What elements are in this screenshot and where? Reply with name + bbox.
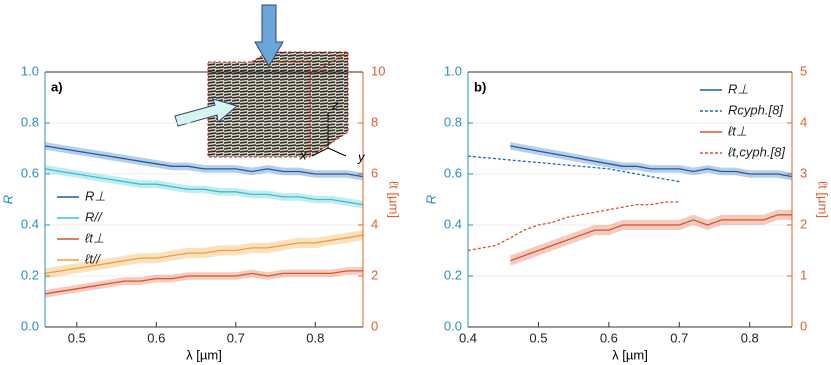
y-tick-label: 0.8	[444, 114, 462, 129]
y-axis-label: R	[0, 195, 15, 204]
error-band	[510, 209, 792, 266]
axis-annotation: z	[331, 97, 339, 112]
y2-tick-label: 0	[371, 318, 378, 333]
y-tick-label: 0.2	[444, 267, 462, 282]
y-tick-label: 0.0	[444, 318, 462, 333]
y2-tick-label: 1	[800, 267, 807, 282]
error-band	[45, 165, 363, 209]
panel-label: a)	[51, 79, 63, 94]
y-tick-label: 0.4	[444, 216, 462, 231]
axis-annotation: y	[357, 149, 366, 164]
legend-label: ℓt⊥	[85, 230, 104, 245]
y2-tick-label: 2	[800, 216, 807, 231]
legend-label: ℓt//	[85, 251, 101, 266]
sample-illustration	[174, 4, 350, 158]
y2-tick-label: 4	[371, 216, 378, 231]
y2-tick-label: 6	[371, 165, 378, 180]
x-tick-label: 0.7	[670, 330, 688, 345]
error-band	[45, 267, 363, 298]
x-tick-label: 0.5	[68, 330, 86, 345]
y-tick-label: 0.4	[21, 216, 39, 231]
y2-tick-label: 8	[371, 114, 378, 129]
line	[44, 270, 363, 295]
y2-tick-label: 2	[371, 267, 378, 282]
y2-tick-label: 5	[800, 63, 807, 78]
x-tick-label: 0.6	[600, 330, 618, 345]
x-axis-label: λ [µm]	[612, 347, 648, 362]
axis-annotation: x	[299, 147, 307, 162]
y2-axis-label: ℓt [µm]	[816, 181, 831, 218]
y-tick-label: 0.6	[21, 165, 39, 180]
x-tick-label: 0.8	[306, 330, 324, 345]
y2-tick-label: 4	[800, 114, 807, 129]
line	[44, 234, 364, 275]
x-tick-label: 0.4	[459, 330, 477, 345]
y-tick-label: 1.0	[21, 63, 39, 78]
y2-tick-label: 10	[371, 63, 385, 78]
x-tick-label: 0.5	[529, 330, 547, 345]
line	[467, 155, 680, 183]
x-tick-label: 0.6	[147, 330, 165, 345]
x-axis-label: λ [µm]	[186, 347, 222, 362]
legend-label: R⊥	[85, 188, 106, 203]
legend-label: Rcyph.[8]	[728, 102, 783, 117]
y2-tick-label: 0	[800, 318, 807, 333]
panel-label: b)	[474, 79, 486, 94]
y-tick-label: 0.2	[21, 267, 39, 282]
legend-label: R//	[85, 209, 103, 224]
error-band	[510, 142, 792, 181]
error-band	[45, 142, 363, 181]
error-band	[45, 230, 363, 279]
y-axis-label: R	[423, 195, 438, 204]
line	[44, 145, 364, 178]
line	[510, 145, 793, 178]
x-tick-label: 0.7	[227, 330, 245, 345]
line	[44, 168, 364, 206]
y-tick-label: 1.0	[444, 63, 462, 78]
y2-axis-label: ℓt [µm]	[387, 181, 402, 218]
y-tick-label: 0.6	[444, 165, 462, 180]
x-tick-label: 0.8	[741, 330, 759, 345]
legend-label: ℓt,cyph.[8]	[728, 144, 785, 159]
legend-label: R⊥	[728, 81, 749, 96]
line	[510, 214, 792, 262]
line	[467, 201, 680, 252]
y-tick-label: 0.0	[21, 318, 39, 333]
legend-label: ℓt⊥	[728, 123, 747, 138]
y-tick-label: 0.8	[21, 114, 39, 129]
y2-tick-label: 3	[800, 165, 807, 180]
